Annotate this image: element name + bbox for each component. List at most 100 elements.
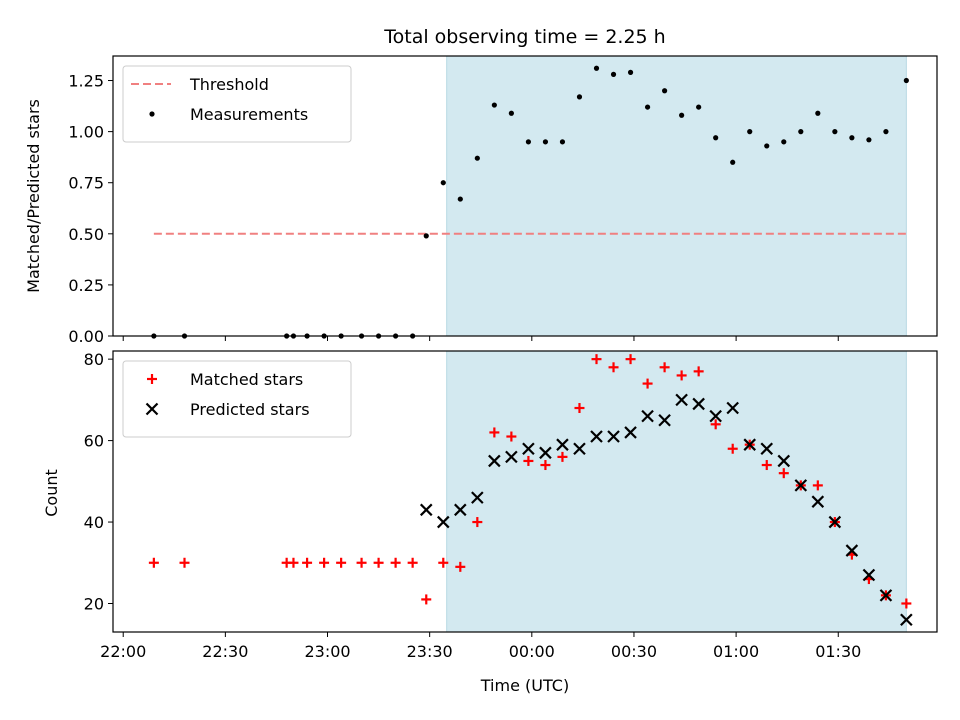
measurement-point	[679, 112, 685, 118]
matched-stars-point	[390, 557, 401, 568]
predicted-stars-point	[692, 397, 705, 411]
predicted-stars-point	[471, 491, 484, 504]
measurement-point	[764, 143, 770, 149]
measurement-point	[508, 110, 514, 116]
measurement-point	[627, 69, 634, 75]
predicted-stars-point	[879, 589, 893, 602]
matched-stars-point	[659, 362, 670, 373]
predicted-stars-point	[794, 479, 808, 492]
measurement-point	[832, 129, 838, 135]
predicted-stars-point	[675, 393, 688, 407]
predicted-stars-point	[641, 409, 654, 423]
matched-stars-point	[591, 354, 602, 365]
measurement-point	[713, 135, 719, 141]
matched-stars-point	[179, 557, 190, 568]
x-tick-label: 22:30	[202, 642, 248, 661]
legend-predicted-swatch	[145, 402, 159, 416]
x-tick-label: 01:30	[815, 642, 861, 661]
matched-stars-point	[407, 557, 418, 568]
predicted-stars-point	[845, 544, 859, 557]
predicted-stars-point	[777, 454, 791, 468]
observing-window-shade	[446, 55, 907, 337]
matched-stars-point	[778, 468, 789, 479]
y-tick-label: 0.00	[68, 327, 104, 346]
predicted-stars-point	[743, 438, 757, 451]
measurement-point	[815, 110, 821, 116]
x-tick-label: 23:00	[304, 642, 350, 661]
measurement-point	[440, 180, 446, 186]
legend-label: Measurements	[190, 105, 308, 124]
matched-stars-point	[574, 403, 585, 414]
legend-box	[122, 65, 352, 143]
matched-stars-point	[901, 598, 912, 609]
predicted-stars-point	[828, 515, 842, 529]
matched-stars-point	[727, 443, 738, 454]
predicted-stars-point	[573, 442, 586, 456]
predicted-stars-point	[437, 515, 450, 529]
measurement-point	[747, 129, 753, 135]
matched-stars-point	[373, 557, 384, 568]
legend-box	[122, 360, 352, 438]
y-tick-label: 1.00	[68, 123, 104, 142]
x-tick-label: 00:30	[611, 642, 657, 661]
x-tick-label: 00:00	[509, 642, 555, 661]
predicted-stars-point	[900, 613, 913, 627]
measurement-point	[491, 102, 497, 108]
y-tick-label: 1.25	[68, 72, 104, 91]
bottom-y-axis-label: Count	[42, 469, 61, 517]
measurement-point	[423, 233, 429, 239]
matched-stars-point	[288, 557, 299, 568]
measurement-point	[559, 139, 566, 145]
top-y-axis-label: Matched/Predicted stars	[24, 99, 43, 293]
observing-window-shade	[446, 350, 907, 633]
measurement-point	[696, 104, 702, 110]
matched-stars-point	[336, 557, 347, 568]
measurement-point	[610, 71, 617, 77]
matched-stars-point	[812, 480, 823, 491]
matched-stars-point	[506, 431, 517, 442]
measurement-point	[457, 196, 463, 202]
matched-stars-point	[438, 557, 449, 568]
predicted-stars-point	[658, 413, 671, 427]
measurement-point	[730, 159, 736, 165]
measurement-point	[781, 139, 787, 145]
legend-label: Predicted stars	[190, 400, 310, 419]
x-tick-label: 22:00	[100, 642, 146, 661]
y-tick-label: 60	[84, 432, 104, 451]
legend: Matched stars Predicted stars	[122, 360, 352, 438]
predicted-stars-point	[811, 495, 825, 508]
matched-stars-point	[148, 557, 159, 568]
matched-stars-point	[302, 557, 313, 568]
matched-stars-point	[557, 451, 568, 462]
predicted-stars-point	[862, 568, 876, 582]
y-tick-label: 0.75	[68, 174, 104, 193]
legend-label: Matched stars	[190, 370, 303, 389]
x-tick-label: 23:30	[407, 642, 453, 661]
matched-stars-point	[676, 370, 687, 381]
measurement-point	[883, 129, 889, 135]
measurement-point	[576, 94, 583, 100]
measurement-point	[903, 77, 909, 84]
measurement-point	[849, 135, 855, 141]
matched-stars-point	[455, 561, 466, 572]
plot-frame	[112, 55, 938, 337]
matched-stars-point	[642, 378, 653, 389]
matched-stars-point	[608, 362, 619, 373]
plot-frame	[112, 350, 938, 633]
predicted-stars-point	[607, 430, 620, 443]
measurement-point	[866, 137, 872, 143]
matched-stars-point	[761, 460, 772, 471]
predicted-stars-point	[539, 446, 552, 460]
legend-label: Threshold	[189, 75, 269, 94]
matched-stars-point	[710, 419, 721, 430]
y-tick-label: 40	[84, 513, 104, 532]
predicted-stars-point	[522, 442, 535, 456]
y-tick-label: 80	[84, 350, 104, 369]
matched-stars-point	[540, 460, 551, 471]
measurement-point	[662, 88, 668, 94]
panel-0: 0.00 0.25 0.50 0.75 1.00 1.25 Threshold Measure…	[68, 55, 938, 346]
predicted-stars-point	[556, 438, 569, 451]
measurement-point	[525, 139, 532, 145]
x-axis-label: Time (UTC)	[480, 676, 569, 695]
matched-stars-point	[625, 354, 636, 365]
